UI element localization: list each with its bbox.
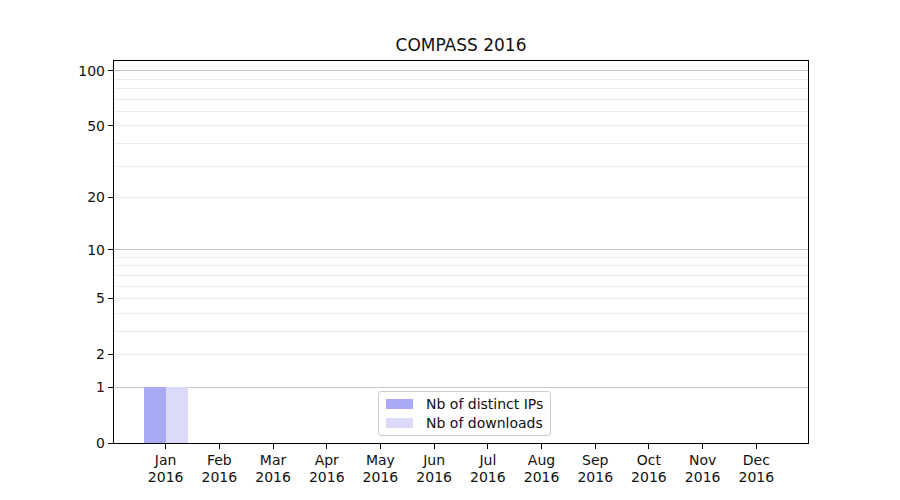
y-tick-mark-100 (108, 70, 113, 71)
x-tick-mark-jan-2016 (165, 444, 166, 449)
gridline-y-80 (114, 88, 808, 89)
bar-nb-of-distinct-ips-jan-2016 (144, 387, 166, 443)
x-tick-mark-sep-2016 (595, 444, 596, 449)
y-tick-mark-20 (108, 197, 113, 198)
chart-figure: COMPASS 2016 0125102050100Jan2016Feb2016… (0, 0, 900, 500)
gridline-y-2 (114, 354, 808, 355)
x-tick-mark-feb-2016 (219, 444, 220, 449)
gridline-y-20 (114, 197, 808, 198)
y-tick-label-0: 0 (96, 435, 105, 451)
y-tick-label-100: 100 (78, 63, 105, 79)
x-tick-mark-apr-2016 (326, 444, 327, 449)
gridline-y-3 (114, 331, 808, 332)
x-tick-mark-dec-2016 (756, 444, 757, 449)
gridline-y-40 (114, 143, 808, 144)
gridline-y-90 (114, 79, 808, 80)
gridline-y-30 (114, 166, 808, 167)
gridline-y-50 (114, 125, 808, 126)
gridline-y-9 (114, 257, 808, 258)
x-tick-label-sep-2016: Sep2016 (577, 452, 613, 486)
x-tick-label-jan-2016: Jan2016 (148, 452, 184, 486)
gridline-y-10 (114, 249, 808, 250)
x-tick-label-mar-2016: Mar2016 (255, 452, 291, 486)
y-tick-mark-10 (108, 249, 113, 250)
gridline-y-8 (114, 265, 808, 266)
x-tick-label-feb-2016: Feb2016 (202, 452, 238, 486)
y-tick-mark-5 (108, 298, 113, 299)
gridline-y-70 (114, 99, 808, 100)
y-tick-label-10: 10 (87, 242, 105, 258)
y-tick-mark-1 (108, 387, 113, 388)
x-tick-mark-aug-2016 (541, 444, 542, 449)
x-tick-label-nov-2016: Nov2016 (685, 452, 721, 486)
bar-nb-of-downloads-jan-2016 (166, 387, 188, 443)
plot-area: 0125102050100Jan2016Feb2016Mar2016Apr201… (113, 60, 809, 444)
legend-entry-distinct-ips: Nb of distinct IPs (386, 396, 544, 412)
gridline-y-4 (114, 313, 808, 314)
x-tick-mark-jul-2016 (487, 444, 488, 449)
y-tick-label-1: 1 (96, 379, 105, 395)
legend-swatch-distinct-ips (386, 399, 413, 409)
gridline-y-100 (114, 70, 808, 71)
y-tick-mark-0 (108, 443, 113, 444)
gridline-y-5 (114, 298, 808, 299)
chart-title: COMPASS 2016 (113, 36, 809, 54)
y-tick-label-5: 5 (96, 290, 105, 306)
gridline-y-1 (114, 387, 808, 388)
y-tick-mark-50 (108, 125, 113, 126)
x-tick-label-jun-2016: Jun2016 (416, 452, 452, 486)
x-tick-label-aug-2016: Aug2016 (524, 452, 560, 486)
gridline-y-60 (114, 111, 808, 112)
x-tick-label-dec-2016: Dec2016 (739, 452, 775, 486)
x-tick-mark-nov-2016 (702, 444, 703, 449)
y-tick-label-50: 50 (87, 118, 105, 134)
x-tick-label-jul-2016: Jul2016 (470, 452, 506, 486)
legend-label-distinct-ips: Nb of distinct IPs (426, 396, 543, 412)
x-tick-mark-may-2016 (380, 444, 381, 449)
x-tick-label-may-2016: May2016 (363, 452, 399, 486)
x-tick-mark-oct-2016 (648, 444, 649, 449)
y-tick-label-2: 2 (96, 346, 105, 362)
x-tick-mark-jun-2016 (434, 444, 435, 449)
gridline-y-7 (114, 275, 808, 276)
legend: Nb of distinct IPs Nb of downloads (378, 391, 551, 436)
gridline-y-6 (114, 286, 808, 287)
legend-swatch-downloads (386, 418, 413, 428)
x-tick-label-oct-2016: Oct2016 (631, 452, 667, 486)
x-tick-label-apr-2016: Apr2016 (309, 452, 345, 486)
y-tick-label-20: 20 (87, 189, 105, 205)
legend-label-downloads: Nb of downloads (426, 415, 543, 431)
legend-entry-downloads: Nb of downloads (386, 415, 544, 431)
y-tick-mark-2 (108, 354, 113, 355)
x-tick-mark-mar-2016 (273, 444, 274, 449)
